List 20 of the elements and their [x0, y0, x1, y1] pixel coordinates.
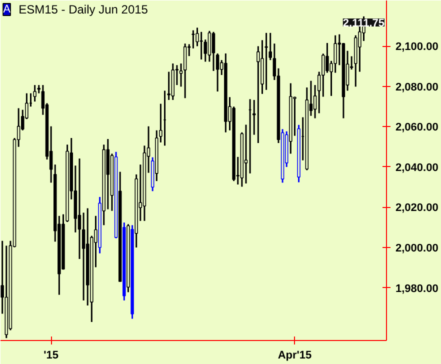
candlestick	[192, 30, 195, 50]
y-tick-label: 2,020.00	[396, 202, 438, 214]
candlestick	[200, 31, 203, 60]
candlestick	[82, 212, 86, 302]
y-tick-label: 1,980.00	[396, 282, 438, 295]
candlestick	[264, 32, 268, 91]
x-tick-label: Apr'15	[278, 350, 312, 362]
y-tick-label: 2,080.00	[396, 81, 438, 94]
y-tick-label: 2,040.00	[396, 162, 438, 174]
x-tick-label: '15	[44, 350, 58, 362]
candlestick	[33, 84, 36, 102]
y-tick-label: 2,100.00	[396, 41, 438, 54]
chart-title: ESM15 - Daily Jun 2015	[18, 2, 148, 16]
candlestick	[244, 124, 248, 184]
y-tick-label: 2,000.00	[396, 242, 438, 254]
candlestick	[212, 31, 216, 72]
candlestick	[78, 158, 82, 260]
candlestick	[183, 42, 187, 99]
candlestick	[208, 30, 212, 62]
y-tick-label: 2,060.00	[396, 122, 438, 134]
